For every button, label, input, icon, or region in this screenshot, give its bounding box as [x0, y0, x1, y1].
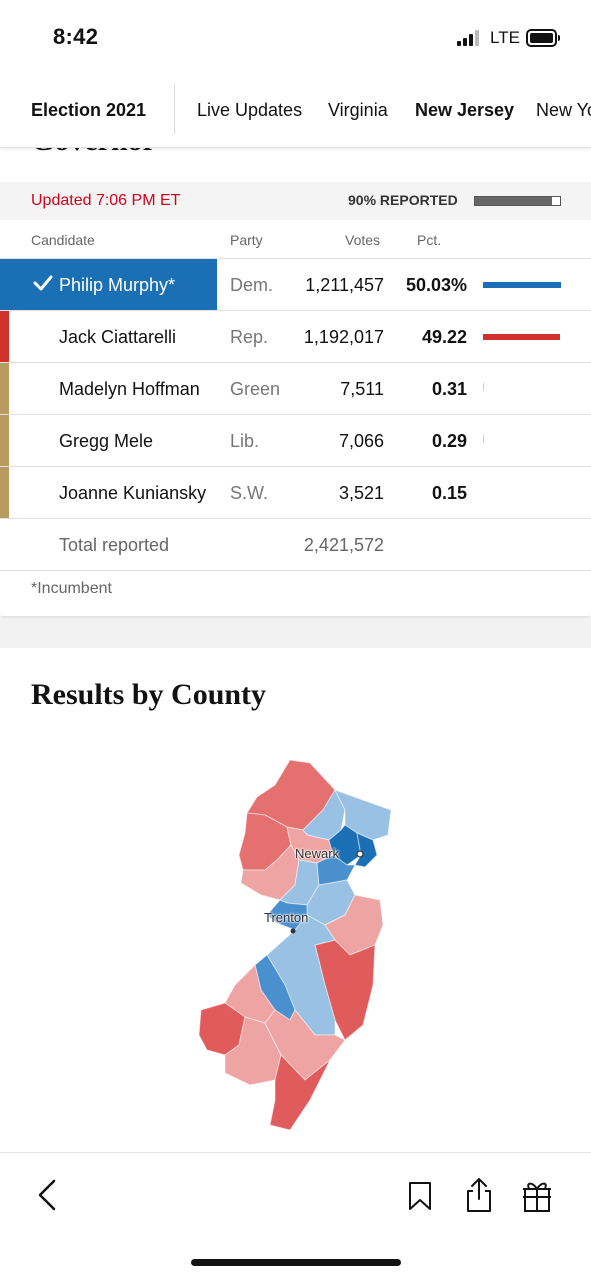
tab-virginia[interactable]: Virginia: [328, 100, 388, 120]
candidate-party: Rep.: [230, 327, 269, 347]
county-cape-may: [269, 1054, 331, 1131]
share-icon[interactable]: [459, 1175, 499, 1215]
candidate-party: Dem.: [230, 275, 274, 295]
back-icon[interactable]: [30, 1175, 70, 1215]
candidate-name: Madelyn Hoffman: [59, 379, 200, 399]
vote-share-tick: [483, 383, 484, 391]
candidate-votes: 1,192,017: [303, 327, 384, 347]
vote-share-tick: [483, 435, 484, 443]
candidate-party: Green: [230, 379, 281, 399]
updated-time: Updated 7:06 PM ET: [31, 192, 181, 209]
bottom-toolbar: [0, 1152, 591, 1280]
candidate-pct: 49.22: [421, 327, 467, 347]
table-row: Philip Murphy* Dem. 1,211,457 50.03%: [0, 259, 591, 311]
candidate-party: S.W.: [230, 483, 269, 503]
table-row: Joanne Kuniansky S.W. 3,521 0.15: [0, 467, 591, 519]
tab-new-jersey[interactable]: New Jersey: [415, 100, 515, 120]
party-color-bar: [0, 311, 9, 362]
total-label: Total reported: [59, 535, 170, 555]
candidate-votes: 7,511: [340, 379, 384, 399]
total-votes: 2,421,572: [303, 535, 384, 555]
candidate-pct: 0.15: [431, 483, 467, 503]
table-row: Gregg Mele Lib. 7,066 0.29: [0, 415, 591, 467]
table-row: Madelyn Hoffman Green 7,511 0.31: [0, 363, 591, 415]
reported-progress-fill: [475, 197, 552, 205]
candidate-pct: 50.03%: [405, 275, 467, 295]
candidate-name: Joanne Kuniansky: [59, 483, 207, 503]
candidate-name: Philip Murphy*: [59, 275, 176, 295]
header-votes: Votes: [345, 232, 381, 248]
tab-live-updates[interactable]: Live Updates: [197, 100, 303, 120]
county-results-map[interactable]: Newark Trenton: [195, 755, 395, 1135]
header-party: Party: [230, 232, 263, 248]
table-row: Jack Ciattarelli Rep. 1,192,017 49.22: [0, 311, 591, 363]
party-color-bar: [0, 363, 9, 414]
gift-icon[interactable]: [517, 1175, 557, 1215]
party-color-bar: [0, 415, 9, 466]
county-section-title: Results by County: [31, 678, 267, 711]
incumbent-footnote: *Incumbent: [31, 580, 112, 597]
candidate-pct: 0.31: [431, 379, 467, 399]
home-indicator: [191, 1259, 401, 1266]
tab-new-york[interactable]: New York: [536, 100, 591, 120]
candidate-pct: 0.29: [431, 431, 467, 451]
header-candidate: Candidate: [31, 232, 95, 248]
reported-label: 90% REPORTED: [348, 192, 458, 208]
candidate-votes: 1,211,457: [305, 275, 384, 295]
header-pct: Pct.: [417, 232, 442, 248]
status-time: 8:42: [53, 24, 99, 49]
status-bar: 8:42 LTE: [0, 0, 591, 72]
results-table: Updated 7:06 PM ET 90% REPORTED Candidat…: [0, 158, 591, 616]
checkmark-icon: [33, 275, 53, 291]
trenton-marker: [290, 928, 296, 934]
new-jersey-map: [198, 759, 392, 1131]
candidate-votes: 3,521: [338, 483, 384, 503]
total-row: Total reported 2,421,572: [0, 519, 591, 571]
city-label-newark: Newark: [295, 846, 340, 861]
nav-brand[interactable]: Election 2021: [31, 100, 147, 120]
candidate-party: Lib.: [230, 431, 260, 451]
newark-marker: [356, 850, 364, 858]
winner-highlight: Philip Murphy*: [0, 259, 217, 310]
nav-divider: [174, 84, 175, 134]
vote-share-bar: [483, 334, 560, 340]
candidate-name: Gregg Mele: [59, 431, 154, 451]
candidate-votes: 7,066: [338, 431, 384, 451]
party-color-bar: [0, 467, 9, 518]
city-label-trenton: Trenton: [264, 910, 309, 925]
update-bar: Updated 7:06 PM ET 90% REPORTED: [0, 182, 591, 220]
election-nav: Election 2021 Live Updates Virginia New …: [0, 72, 591, 148]
signal-icon: [457, 30, 483, 46]
section-separator: [0, 616, 591, 648]
bookmark-icon[interactable]: [400, 1175, 440, 1215]
battery-icon: [526, 29, 560, 47]
reported-progress-bar: [474, 196, 561, 206]
vote-share-bar: [483, 282, 561, 288]
candidate-name: Jack Ciattarelli: [59, 327, 177, 347]
network-label: LTE: [490, 28, 520, 47]
